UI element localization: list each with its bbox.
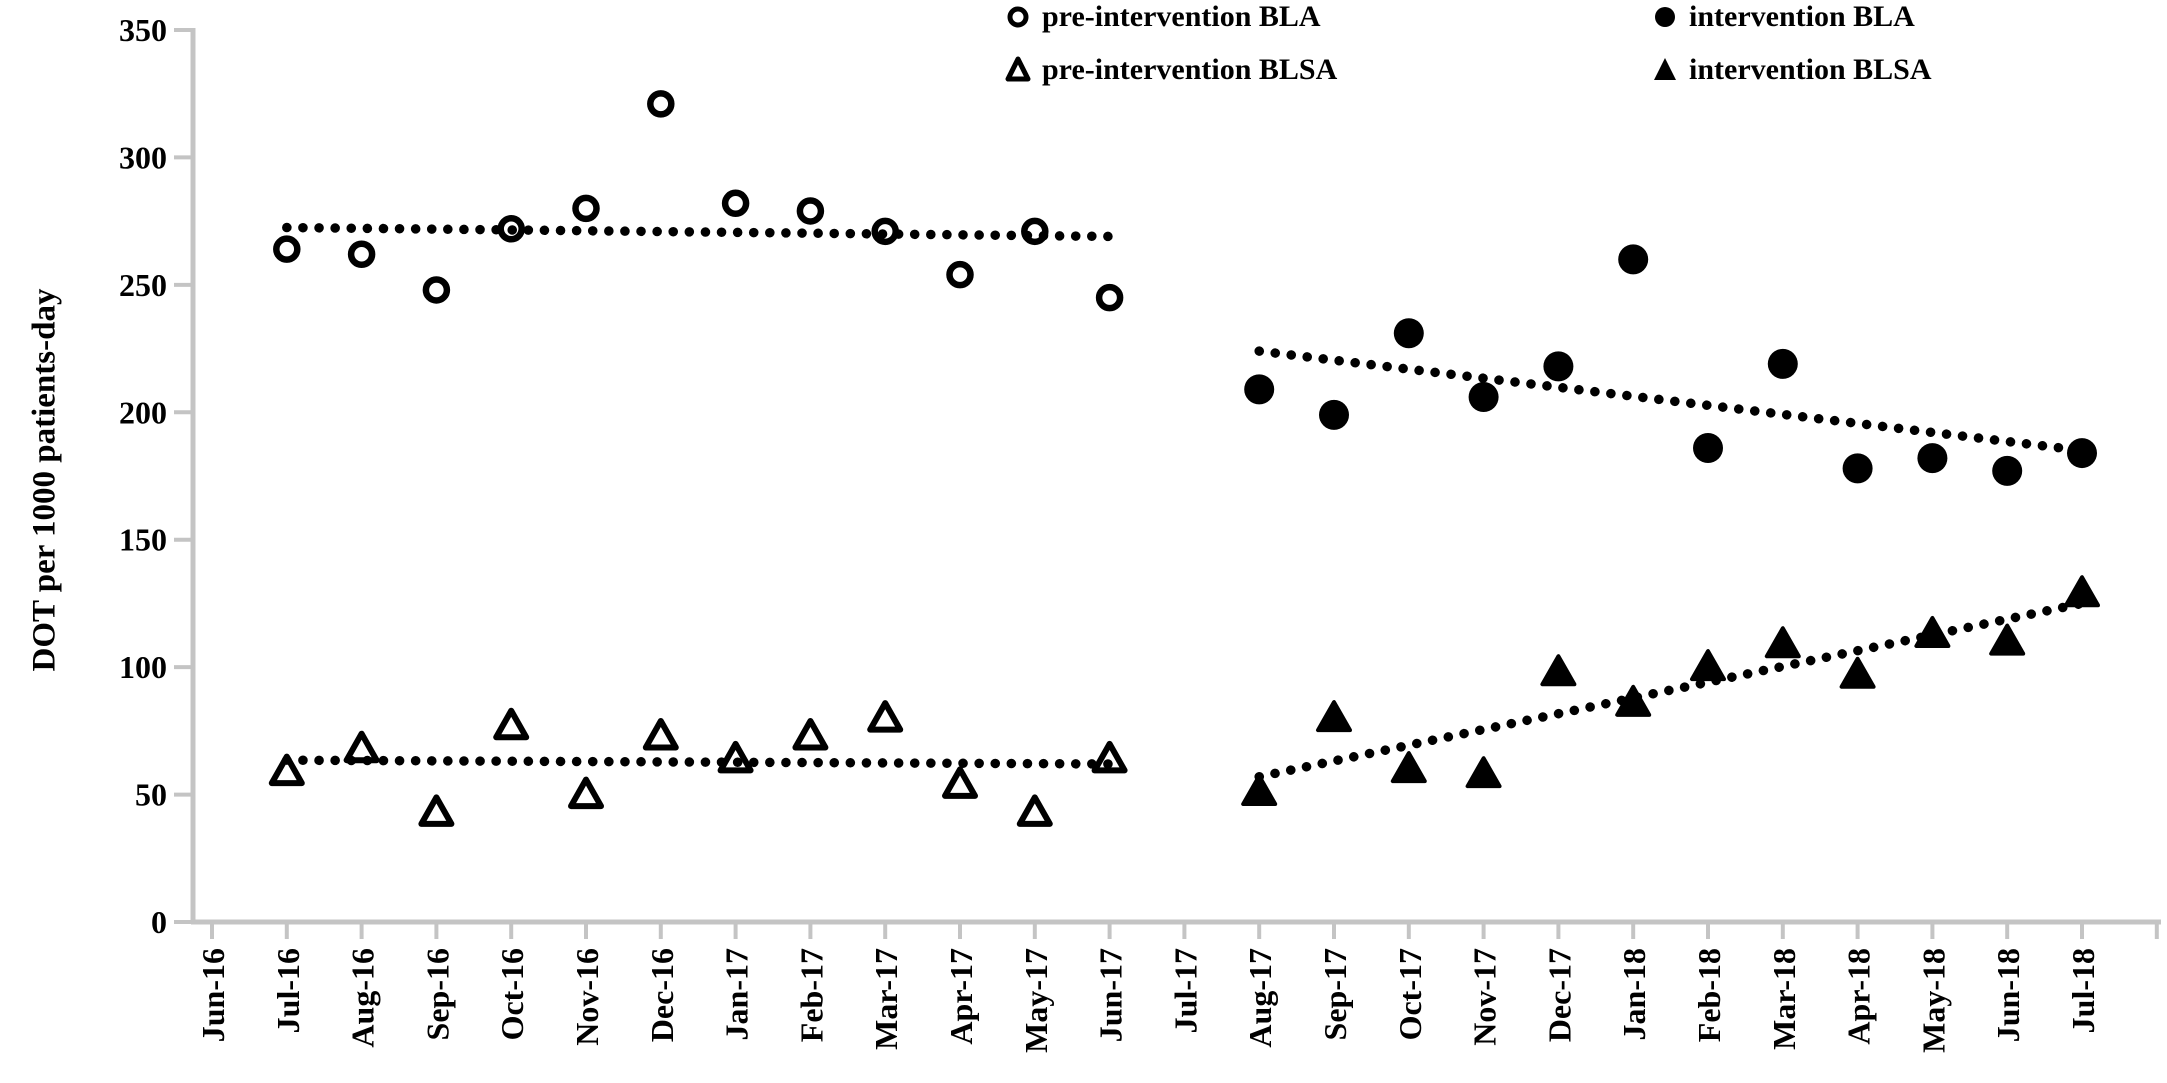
x-tick-label: May-17 [1018, 948, 1054, 1053]
y-tick-label: 200 [119, 394, 167, 430]
data-point-filled-circle [1543, 351, 1574, 382]
data-point-filled-circle [1992, 455, 2023, 486]
data-point-filled-triangle [1241, 774, 1278, 807]
x-tick-label: Jul-18 [2065, 948, 2101, 1033]
x-tick-label: Apr-18 [1841, 948, 1877, 1045]
data-point-filled-triangle [1465, 756, 1502, 789]
data-point-filled-circle [1244, 374, 1275, 405]
data-point-open-triangle [1091, 740, 1128, 774]
x-tick-label: Nov-17 [1467, 948, 1503, 1046]
x-tick-label: Jan-17 [719, 948, 755, 1040]
trendline [1254, 346, 2087, 456]
filled-circle-icon [1655, 7, 1675, 27]
data-point-open-triangle [268, 753, 305, 787]
x-tick-label: Aug-16 [345, 948, 381, 1048]
data-point-open-triangle [642, 717, 679, 751]
data-point-filled-circle [1917, 443, 1948, 474]
data-point-filled-triangle [1690, 649, 1726, 682]
data-point-open-triangle [493, 707, 530, 741]
data-point-filled-triangle [1316, 700, 1352, 733]
data-point-filled-circle [1468, 381, 1499, 412]
x-tick-label: Feb-17 [793, 948, 829, 1042]
data-point-filled-circle [1767, 348, 1798, 379]
y-tick-label: 100 [119, 649, 167, 685]
trendline [282, 755, 1115, 769]
data-point-open-triangle [867, 700, 904, 733]
data-point-filled-triangle [1989, 623, 2026, 656]
x-tick-label: May-18 [1915, 948, 1951, 1053]
data-point-filled-circle [1693, 432, 1723, 463]
legend-label: intervention BLA [1689, 0, 1915, 33]
data-point-filled-circle [1618, 244, 1649, 275]
data-point-filled-triangle [1540, 654, 1577, 687]
data-point-filled-triangle [1839, 656, 1876, 689]
open-circle-icon [1007, 6, 1029, 28]
y-tick-label: 250 [119, 267, 167, 303]
data-point-open-triangle [1016, 794, 1053, 827]
legend-item-pre-intervention-bla: pre-intervention BLA [996, 0, 1321, 37]
x-tick-label: Oct-17 [1392, 948, 1428, 1040]
legend-label: intervention BLSA [1689, 53, 1932, 86]
data-point-open-triangle [568, 776, 604, 810]
x-tick-label: Mar-18 [1766, 948, 1802, 1050]
legend-item-intervention-blsa: intervention BLSA [1643, 50, 1932, 90]
trendline [282, 222, 1115, 242]
x-tick-label: Jun-17 [1093, 948, 1129, 1042]
x-tick-label: Nov-16 [569, 948, 605, 1046]
x-tick-label: Sep-16 [419, 948, 455, 1040]
data-point-open-circle [721, 189, 750, 218]
filled-triangle-icon [1654, 58, 1676, 80]
data-point-filled-circle [1319, 399, 1349, 430]
data-point-filled-circle [1842, 453, 1873, 484]
data-point-filled-triangle [1390, 751, 1427, 784]
x-tick-label: Feb-18 [1691, 948, 1727, 1042]
y-tick-label: 50 [135, 777, 167, 813]
x-tick-label: Sep-17 [1317, 948, 1353, 1040]
data-point-open-circle [422, 276, 451, 304]
legend-item-intervention-bla: intervention BLA [1643, 0, 1915, 37]
x-tick-label: Jul-16 [270, 948, 306, 1033]
x-tick-label: Jan-18 [1616, 948, 1652, 1040]
x-tick-label: Jul-17 [1167, 948, 1203, 1033]
data-point-open-triangle [343, 730, 380, 764]
x-tick-label: Aug-17 [1242, 948, 1278, 1048]
legend-label: pre-intervention BLSA [1042, 53, 1338, 86]
data-point-open-triangle [942, 766, 978, 799]
y-tick-label: 300 [119, 139, 167, 175]
data-point-open-circle [647, 90, 675, 118]
data-point-open-circle [273, 235, 301, 263]
data-point-open-circle [946, 260, 974, 289]
data-point-open-triangle [418, 794, 455, 827]
data-point-filled-circle [1393, 318, 1424, 349]
x-tick-label: Dec-16 [644, 948, 680, 1042]
y-tick-label: 0 [151, 904, 167, 940]
data-point-open-circle [572, 194, 600, 223]
open-triangle-icon [1005, 56, 1031, 82]
y-tick-label: 150 [119, 522, 167, 558]
data-point-open-circle [347, 240, 376, 269]
data-point-open-circle [1095, 283, 1124, 312]
x-tick-label: Dec-17 [1541, 948, 1577, 1042]
y-tick-label: 350 [119, 12, 167, 48]
x-tick-label: Mar-17 [868, 948, 904, 1050]
x-tick-label: Apr-17 [943, 948, 979, 1045]
data-point-open-triangle [717, 740, 754, 774]
data-point-filled-triangle [1764, 626, 1801, 659]
legend-item-pre-intervention-blsa: pre-intervention BLSA [996, 50, 1337, 90]
data-point-open-triangle [792, 717, 829, 751]
trendline [1254, 598, 2087, 782]
data-point-open-circle [796, 197, 825, 225]
x-tick-label: Jun-18 [1990, 948, 2026, 1042]
x-tick-label: Oct-16 [494, 948, 530, 1040]
legend-label: pre-intervention BLA [1042, 0, 1321, 33]
x-tick-label: Jun-16 [195, 948, 231, 1042]
